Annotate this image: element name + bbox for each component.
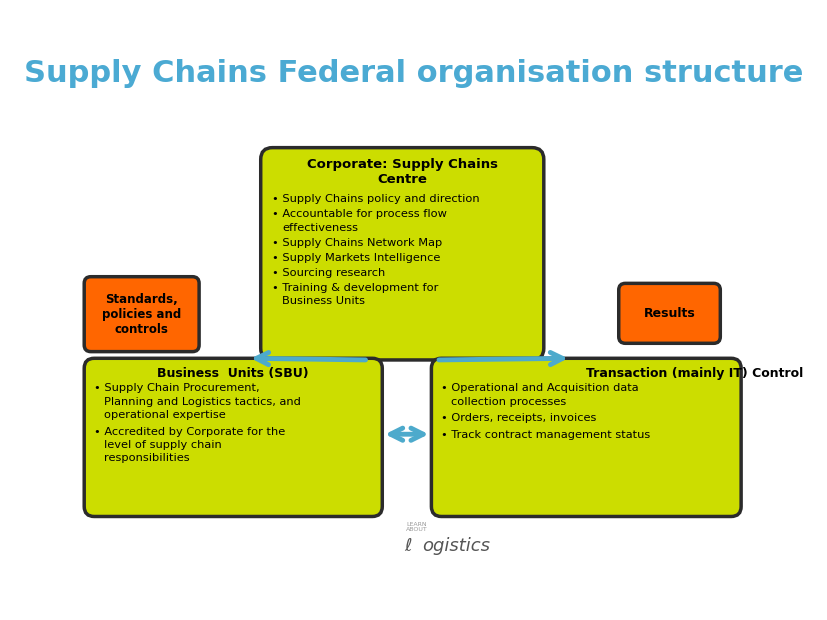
Text: • Accountable for process flow: • Accountable for process flow (272, 210, 447, 219)
Text: Business  Units (SBU): Business Units (SBU) (157, 366, 309, 379)
Text: Corporate: Supply Chains
Centre: Corporate: Supply Chains Centre (307, 157, 498, 185)
FancyBboxPatch shape (432, 358, 741, 516)
Text: Supply Chains Federal organisation structure: Supply Chains Federal organisation struc… (24, 58, 803, 87)
Text: Business Units: Business Units (282, 296, 366, 306)
Text: Standards,
policies and
controls: Standards, policies and controls (102, 293, 181, 335)
FancyBboxPatch shape (84, 358, 382, 516)
Text: ℓ: ℓ (404, 538, 412, 556)
Text: responsibilities: responsibilities (104, 453, 190, 463)
Text: • Operational and Acquisition data: • Operational and Acquisition data (442, 383, 639, 393)
Text: • Training & development for: • Training & development for (272, 283, 439, 293)
FancyBboxPatch shape (84, 277, 199, 352)
Text: • Track contract management status: • Track contract management status (442, 430, 651, 440)
Text: • Supply Markets Intelligence: • Supply Markets Intelligence (272, 252, 441, 262)
Text: LEARN
ABOUT: LEARN ABOUT (406, 521, 428, 533)
Text: ogistics: ogistics (422, 538, 490, 556)
Text: Results: Results (643, 307, 696, 320)
Text: Transaction (mainly IT) Control: Transaction (mainly IT) Control (586, 366, 804, 379)
FancyBboxPatch shape (619, 283, 720, 343)
Text: • Orders, receipts, invoices: • Orders, receipts, invoices (442, 414, 597, 423)
Text: level of supply chain: level of supply chain (104, 440, 222, 450)
Text: • Supply Chains Network Map: • Supply Chains Network Map (272, 237, 442, 247)
Text: • Sourcing research: • Sourcing research (272, 268, 385, 278)
Text: • Supply Chain Procurement,: • Supply Chain Procurement, (94, 383, 260, 393)
Text: • Accredited by Corporate for the: • Accredited by Corporate for the (94, 427, 285, 436)
Text: operational expertise: operational expertise (104, 410, 226, 420)
Text: Planning and Logistics tactics, and: Planning and Logistics tactics, and (104, 397, 301, 407)
FancyBboxPatch shape (261, 148, 544, 360)
Text: effectiveness: effectiveness (282, 223, 358, 232)
Text: collection processes: collection processes (452, 397, 566, 407)
Text: • Supply Chains policy and direction: • Supply Chains policy and direction (272, 194, 480, 204)
